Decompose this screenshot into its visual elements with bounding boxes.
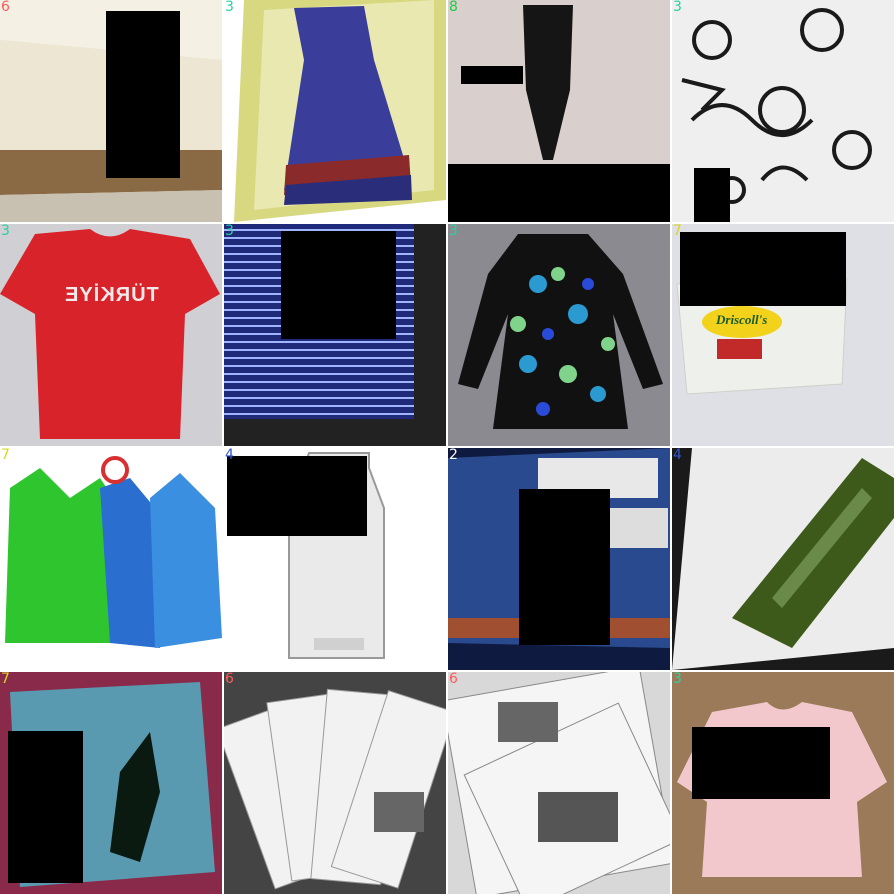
newspapers-photo — [224, 672, 446, 894]
tile-floral-dress: 3 — [448, 224, 670, 446]
tile-label: 4 — [225, 448, 234, 463]
redaction-box — [692, 727, 830, 799]
tile-label: 3 — [225, 224, 234, 239]
redaction-box — [106, 11, 180, 178]
tile-bag-on-surface: 7 — [0, 672, 222, 894]
tile-blue-carton: 2 — [448, 448, 670, 670]
redaction-box — [227, 456, 367, 536]
tile-label: 6 — [225, 672, 234, 687]
tile-label: 3 — [673, 0, 682, 15]
tile-label: 3 — [673, 672, 682, 687]
tile-blue-dress: 3 — [224, 0, 446, 222]
tile-label: 2 — [449, 448, 458, 463]
tile-label: 7 — [1, 672, 10, 687]
tile-glass-bottle: 4 — [224, 448, 446, 670]
redaction-box — [8, 731, 83, 883]
tile-label: 6 — [449, 672, 458, 687]
tshirt-print-text: TÜRKİYE — [64, 284, 159, 306]
tile-label: 7 — [1, 448, 10, 463]
tile-plastic-bags: 7 — [0, 448, 222, 670]
redaction-box — [680, 232, 846, 306]
tile-label: 4 — [673, 448, 682, 463]
tile-cardboard: 6 — [0, 0, 222, 222]
tile-newspapers-fan: 6 — [224, 672, 446, 894]
tile-label: 8 — [449, 0, 458, 15]
tile-label: 3 — [1, 224, 10, 239]
tile-label: 6 — [1, 0, 10, 15]
redaction-box — [519, 489, 610, 645]
plastic-bags-photo — [0, 448, 222, 670]
berry-brand-label: Driscoll's — [716, 312, 768, 327]
redaction-box — [461, 66, 523, 84]
tile-red-tshirt: TÜRKİYE 3 — [0, 224, 222, 446]
tile-label: 7 — [673, 224, 682, 239]
tile-berry-box: Driscoll's 7 — [672, 224, 894, 446]
redaction-box — [694, 168, 730, 222]
tile-newspapers-pile: 6 — [448, 672, 670, 894]
tshirt-photo — [0, 224, 222, 446]
redaction-box — [281, 231, 396, 339]
tile-label: 3 — [449, 224, 458, 239]
tile-black-shoe: 8 — [448, 0, 670, 222]
dress-photo — [224, 0, 446, 222]
tile-label: 3 — [225, 0, 234, 15]
newspaper-pile-photo — [448, 672, 670, 894]
tile-striped-top: 3 — [224, 224, 446, 446]
tile-green-bottle: 4 — [672, 448, 894, 670]
floral-dress-photo — [448, 224, 670, 446]
green-bottle-photo — [672, 448, 894, 670]
tile-pink-tshirt: 3 — [672, 672, 894, 894]
redaction-box — [448, 164, 670, 222]
tile-patterned-shirt: 3 — [672, 0, 894, 222]
